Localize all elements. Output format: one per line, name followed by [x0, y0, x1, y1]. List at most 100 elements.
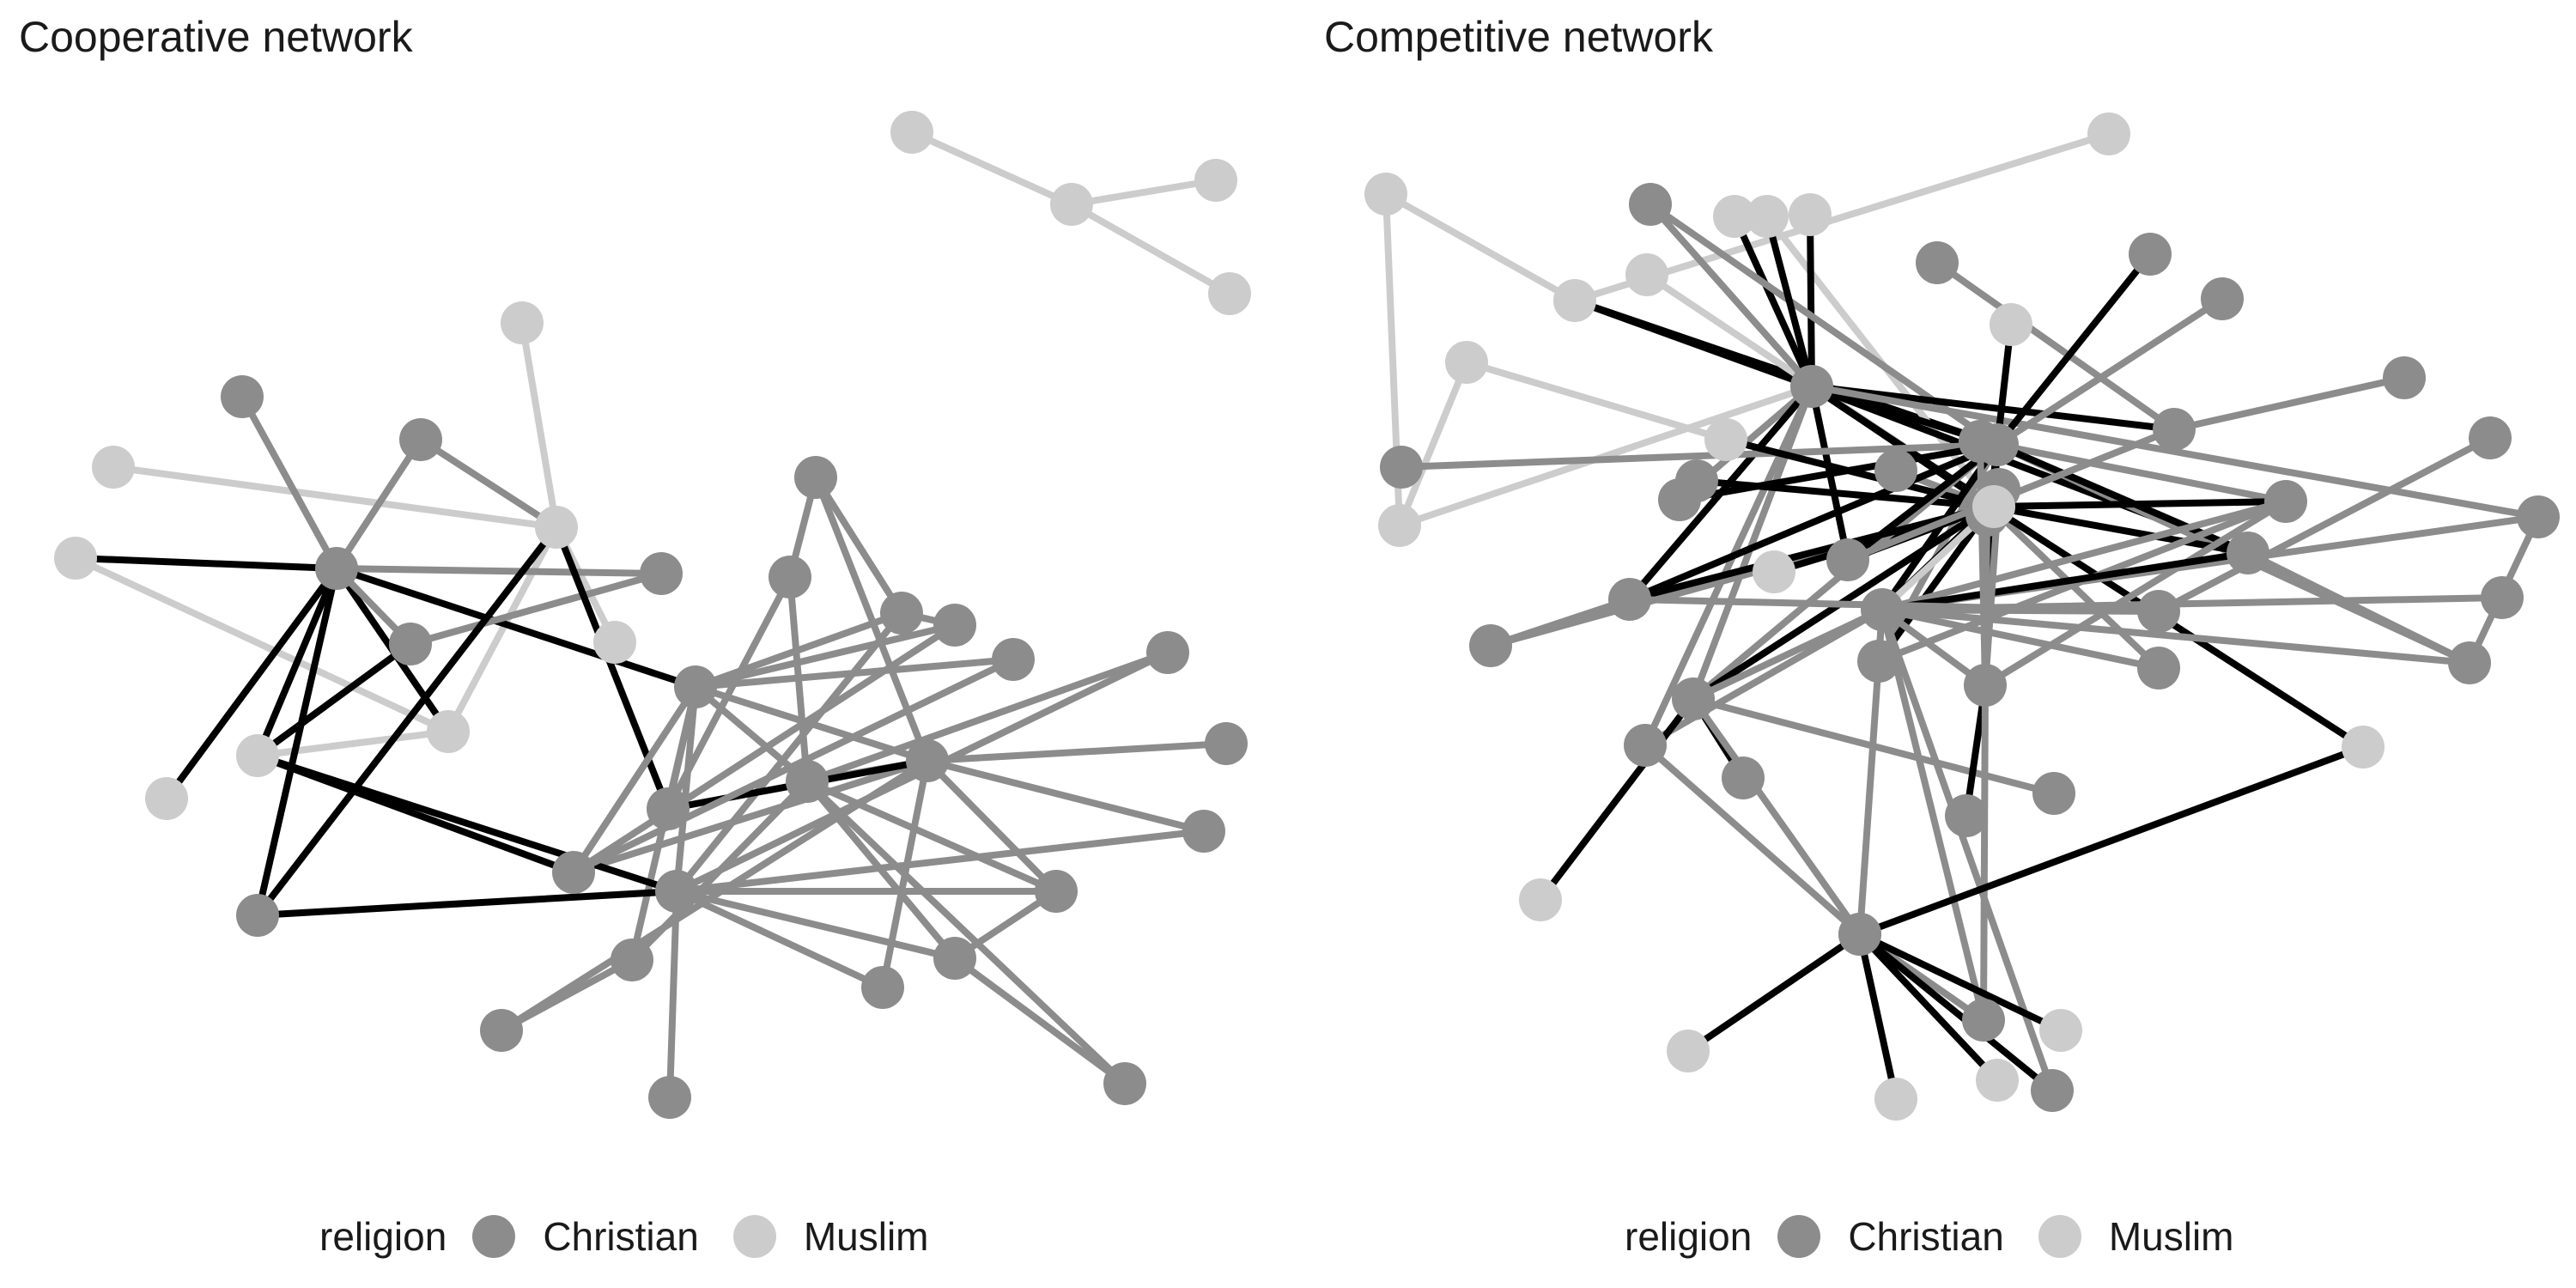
- node-d30: [2031, 1069, 2074, 1112]
- node-d11: [1608, 578, 1651, 621]
- edge-d18-d29: [1879, 606, 1987, 1024]
- edge-n3-d9: [1807, 211, 1815, 390]
- node-d18: [1861, 588, 1904, 631]
- nodes: [54, 111, 1251, 1119]
- edge-c3-m11: [254, 565, 340, 759]
- node-d6: [1380, 446, 1423, 489]
- node-n2: [1713, 195, 1756, 238]
- node-d38: [2469, 416, 2512, 459]
- edge-c13-c23: [924, 757, 1060, 895]
- edge-d39-n14: [1856, 744, 2366, 938]
- node-n17: [1874, 1078, 1917, 1121]
- edge-c13-c25: [924, 740, 1230, 764]
- edges: [72, 129, 1233, 1101]
- node-d10: [1874, 449, 1917, 492]
- edge-c3-c7: [333, 565, 699, 690]
- edge-c12-c26: [804, 778, 1128, 1087]
- node-m6: [535, 506, 578, 549]
- edge-m12-c3: [163, 565, 340, 802]
- legend-swatch-christian: [472, 1215, 516, 1258]
- node-n9: [1746, 195, 1789, 238]
- node-n1: [2087, 112, 2130, 155]
- node-d19: [1672, 677, 1715, 720]
- edge-d8-d16: [1693, 477, 1994, 510]
- edge-d18-d28: [1879, 606, 2473, 666]
- legend-cooperative: religion Christian Muslim: [319, 1202, 963, 1271]
- edge-c13-c24: [924, 757, 1207, 835]
- node-m9: [427, 710, 470, 753]
- edge-d16-d24: [1875, 503, 1994, 665]
- node-d4: [2201, 277, 2244, 320]
- node-m12: [145, 777, 188, 820]
- edge-c18-c21: [673, 888, 958, 962]
- node-m7: [593, 621, 636, 664]
- edge-d9-n9: [1764, 213, 1815, 390]
- edge-d15-d14: [1844, 441, 2001, 563]
- node-m3: [1194, 159, 1237, 202]
- node-d26: [2517, 495, 2560, 538]
- edge-m6-m8: [110, 464, 560, 531]
- node-d1: [1629, 183, 1672, 226]
- edge-n4-n5: [1382, 191, 1578, 304]
- edge-n10-d16: [1722, 436, 1994, 510]
- edges: [1382, 131, 2542, 1103]
- legend-competitive: religion Christian Muslim: [1625, 1202, 2269, 1271]
- node-d5: [2383, 356, 2426, 399]
- node-m1: [890, 111, 933, 154]
- legend-label-muslim: Muslim: [2108, 1214, 2234, 1259]
- edge-d9-d13: [1808, 383, 2178, 433]
- node-d13: [2153, 408, 2196, 451]
- edge-d19-n15: [1537, 696, 1697, 903]
- node-m11: [236, 734, 279, 777]
- node-c22: [861, 966, 904, 1009]
- node-d8: [1675, 459, 1718, 502]
- edge-m6-c5: [254, 524, 560, 919]
- edge-c1-c3: [239, 393, 340, 572]
- node-d27: [2481, 576, 2524, 619]
- node-c7: [674, 665, 717, 708]
- node-d17: [2264, 480, 2307, 523]
- edge-m1-m2: [908, 129, 1075, 208]
- node-c3: [315, 547, 358, 590]
- node-d32: [1722, 756, 1765, 799]
- edge-d3-d15: [1994, 251, 2154, 448]
- node-n12: [1972, 485, 2015, 528]
- edge-d39-n19: [1856, 931, 2064, 1034]
- node-c11: [880, 592, 923, 635]
- node-n14: [2342, 726, 2385, 769]
- edge-d15-d11: [1626, 441, 2001, 603]
- node-d14: [1826, 538, 1869, 581]
- legend-swatch-christian: [1777, 1215, 1821, 1258]
- edge-d11-d12: [1487, 596, 1633, 649]
- edge-d6-d15: [1398, 441, 2001, 471]
- edge-m9-m11: [254, 728, 452, 759]
- edge-d16-d17: [1987, 498, 2289, 510]
- node-n13: [1990, 303, 2032, 346]
- node-d2: [1916, 241, 1959, 284]
- node-c17: [552, 851, 595, 894]
- edge-m6-m9: [445, 524, 560, 735]
- node-d22: [2227, 532, 2269, 574]
- edge-m5-m6: [519, 319, 560, 531]
- edge-m9-m10: [72, 555, 452, 735]
- edge-c18-c24: [673, 828, 1207, 895]
- node-c15: [992, 638, 1035, 681]
- competitive-network-plot: [1364, 112, 2560, 1121]
- node-c4: [389, 623, 432, 665]
- edge-d2-d13: [1934, 259, 2178, 433]
- node-c14: [933, 604, 976, 647]
- node-c25: [1205, 722, 1248, 765]
- node-d39: [1838, 913, 1881, 956]
- edge-n2-d9: [1731, 213, 1815, 390]
- node-n10: [1704, 418, 1747, 461]
- edge-c3-c6: [333, 565, 665, 577]
- legend-label-christian: Christian: [543, 1214, 699, 1259]
- edge-d9-n7: [1396, 383, 1815, 529]
- edge-d17-d20: [1982, 498, 2289, 689]
- node-c12: [786, 760, 829, 803]
- node-d12: [1469, 624, 1512, 667]
- node-c27: [648, 1076, 691, 1119]
- node-c13: [906, 739, 949, 782]
- panel-title-competitive: Competitive network: [1324, 13, 1713, 61]
